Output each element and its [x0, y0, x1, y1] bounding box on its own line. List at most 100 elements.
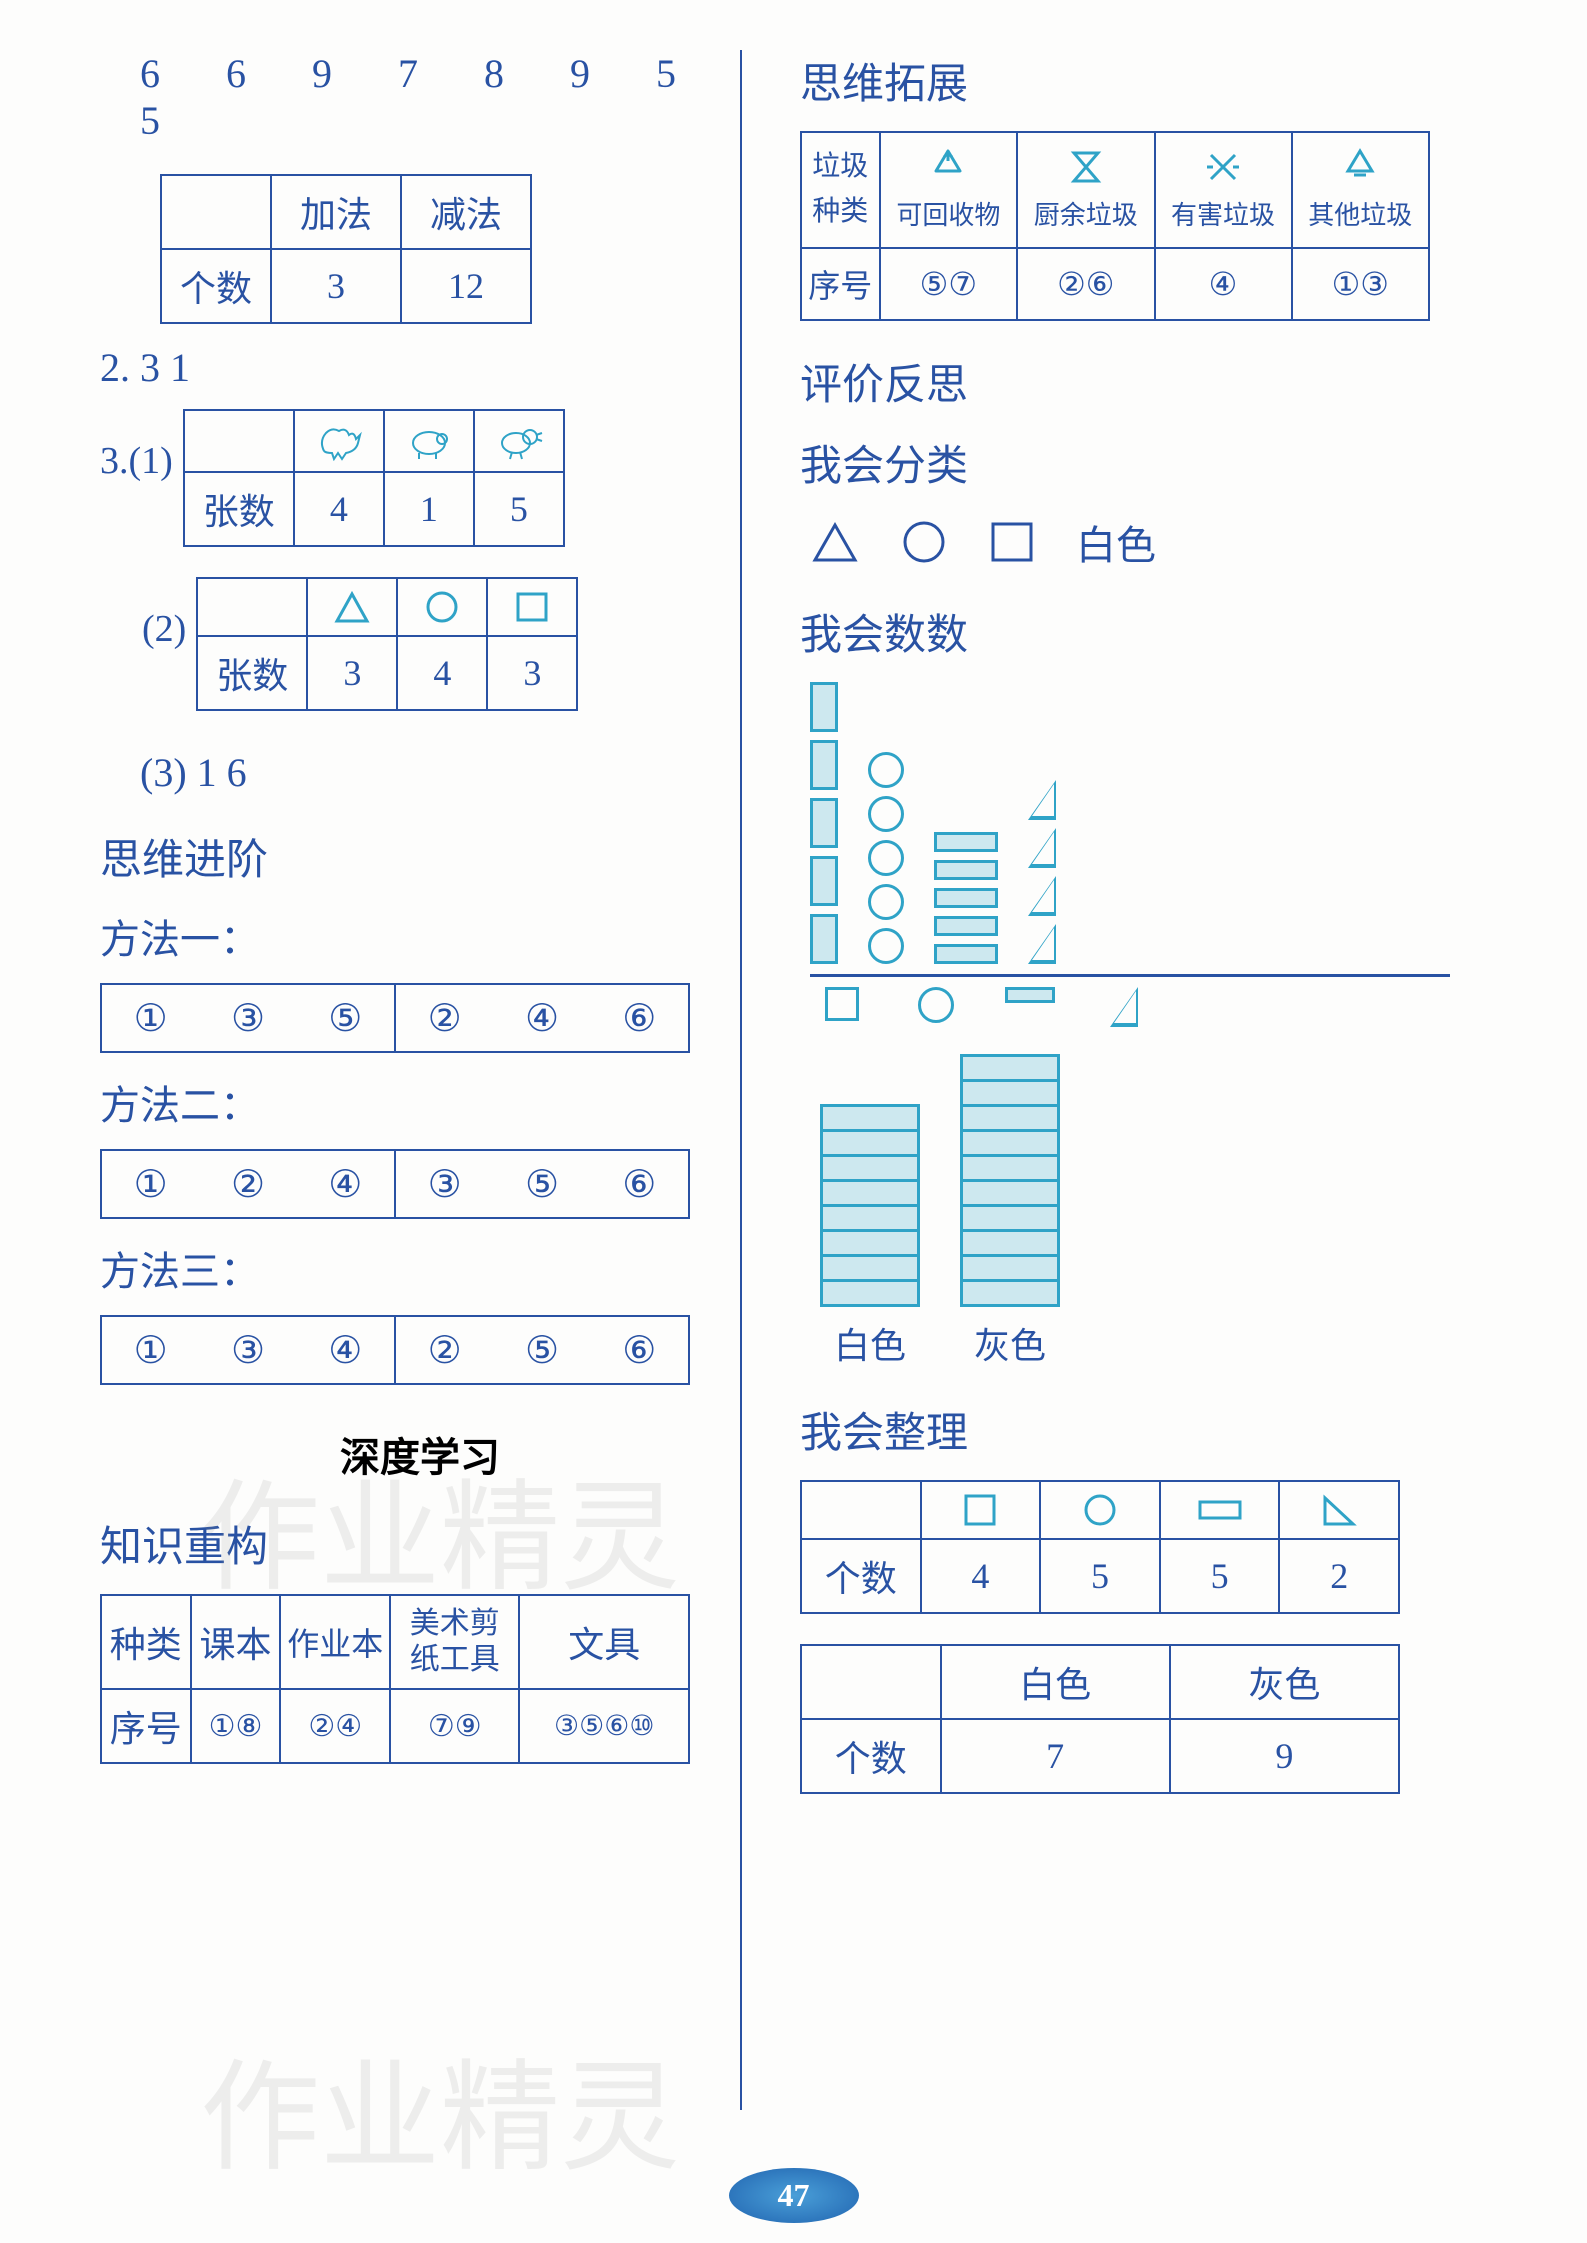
- shape-item: [1028, 924, 1056, 964]
- cell-value: ⑦⑨: [390, 1689, 519, 1763]
- cell-value: 5: [1040, 1539, 1160, 1613]
- row-label: 序号: [801, 248, 880, 320]
- method2-right: ③ ⑤ ⑥: [396, 1151, 688, 1217]
- cell-value: ①⑧: [191, 1689, 281, 1763]
- right-column: 思维拓展 垃圾 种类 可回收物 厨余垃圾: [770, 50, 1460, 2130]
- item: ⑤: [328, 996, 362, 1041]
- knowledge-restructure-title: 知识重构: [100, 1513, 740, 1574]
- stack-label-white: 白色: [820, 1317, 920, 1369]
- square-icon: [988, 520, 1036, 564]
- triangle-icon: [307, 578, 397, 636]
- cell-value: 5: [1160, 1539, 1280, 1613]
- stack-item: [820, 1104, 920, 1132]
- bottom-square: [810, 987, 874, 1027]
- stack-item: [960, 1229, 1060, 1257]
- stack-item: [960, 1104, 1060, 1132]
- review-reflect-title: 评价反思: [800, 351, 1460, 412]
- item: ⑥: [622, 1162, 656, 1207]
- classify-shapes-row: 白色: [810, 513, 1460, 571]
- stack-white: [820, 1107, 920, 1307]
- cell-value: 3: [307, 636, 397, 710]
- item: ③: [231, 996, 265, 1041]
- stack-item: [960, 1129, 1060, 1157]
- stack-item: [960, 1279, 1060, 1307]
- bottom-rect: [998, 987, 1062, 1027]
- method2-box: ① ② ④ ③ ⑤ ⑥: [100, 1149, 690, 1219]
- stack-item: [820, 1229, 920, 1257]
- thinking-advance-title: 思维进阶: [100, 826, 740, 887]
- add-sub-table: 加法 减法 个数 3 12: [160, 174, 532, 324]
- cell-value: 7: [941, 1719, 1170, 1793]
- shape-item: [810, 856, 838, 906]
- circle-icon: [900, 520, 948, 564]
- recyclable-icon: [926, 147, 970, 187]
- shape-item: [810, 914, 838, 964]
- trash-col-kitchen: 厨余垃圾: [1017, 132, 1154, 248]
- question-3-part2: (2) 张数 3 4 3: [100, 577, 740, 731]
- method3-label: 方法三：: [100, 1239, 740, 1297]
- stack-item: [820, 1204, 920, 1232]
- i-can-count-title: 我会数数: [800, 601, 1460, 662]
- col-header: 课本: [191, 1595, 281, 1689]
- cell-value: ②⑥: [1017, 248, 1154, 320]
- question-3-part1: 3.(1) 张数: [100, 409, 740, 567]
- cell-value: ③⑤⑥⑩: [519, 1689, 689, 1763]
- item: ③: [231, 1328, 265, 1373]
- method1-box: ① ③ ⑤ ② ④ ⑥: [100, 983, 690, 1053]
- cell-value: 12: [401, 249, 531, 323]
- shape-item: [868, 752, 904, 788]
- item: ②: [231, 1162, 265, 1207]
- chick-icon: [474, 410, 564, 472]
- stack-item: [960, 1079, 1060, 1107]
- item: ②: [428, 1328, 462, 1373]
- label-line2: 种类: [812, 196, 868, 227]
- cell-value: ⑤⑦: [880, 248, 1017, 320]
- stack-item: [820, 1129, 920, 1157]
- stack-item: [960, 1204, 1060, 1232]
- classify-text: 白色: [1076, 513, 1156, 571]
- q3-num: 3.: [100, 440, 129, 482]
- label-line1: 垃圾: [812, 151, 868, 182]
- sort-col-circle: [868, 752, 904, 964]
- stack-item: [960, 1179, 1060, 1207]
- empty-cell: [184, 410, 294, 472]
- empty-cell: [197, 578, 307, 636]
- bottom-tri: [1092, 987, 1156, 1027]
- kitchen-icon: [1064, 147, 1108, 187]
- shape-item: [934, 860, 998, 880]
- number-sequence: 6 6 9 7 8 9 5 5: [140, 50, 740, 144]
- animal-table: 张数 4 1 5: [183, 409, 565, 547]
- deep-learning-title: 深度学习: [100, 1425, 740, 1483]
- row-label: 垃圾 种类: [801, 132, 880, 248]
- cell-value: ②④: [280, 1689, 390, 1763]
- i-can-classify-title: 我会分类: [800, 432, 1460, 493]
- stack-item: [820, 1154, 920, 1182]
- row-label: 个数: [161, 249, 271, 323]
- trash-col-other: 其他垃圾: [1292, 132, 1430, 248]
- shape-item: [810, 740, 838, 790]
- circle-icon: [397, 578, 487, 636]
- empty-cell: [801, 1481, 921, 1539]
- col-header: 灰色: [1170, 1645, 1399, 1719]
- row-label: 序号: [101, 1689, 191, 1763]
- sort-col-rect-h: [934, 832, 998, 964]
- method2-label: 方法二：: [100, 1073, 740, 1131]
- col-header: 加法: [271, 175, 401, 249]
- color-count-table: 白色 灰色 个数 7 9: [800, 1644, 1400, 1794]
- shape-item: [934, 888, 998, 908]
- cell-value: 9: [1170, 1719, 1399, 1793]
- cell-value: 3: [271, 249, 401, 323]
- question-3-part3: (3) 1 6: [140, 749, 740, 796]
- method1-left: ① ③ ⑤: [102, 985, 394, 1051]
- q3-label: 3.(1): [100, 439, 173, 483]
- empty-cell: [801, 1645, 941, 1719]
- item: ⑤: [525, 1328, 559, 1373]
- item: ①: [134, 1328, 168, 1373]
- column-divider: [740, 50, 742, 2110]
- method1-label: 方法一：: [100, 907, 740, 965]
- page-number-badge: 47: [729, 2168, 859, 2223]
- tri-icon: [1279, 1481, 1399, 1539]
- square-icon: [487, 578, 577, 636]
- row-label: 个数: [801, 1719, 941, 1793]
- stack-item: [960, 1154, 1060, 1182]
